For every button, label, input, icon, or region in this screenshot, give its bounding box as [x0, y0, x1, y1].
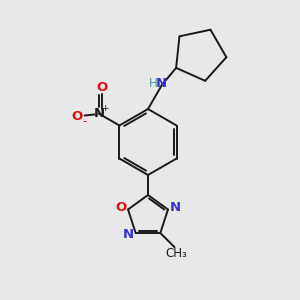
Text: +: +	[101, 104, 108, 113]
Text: N: N	[169, 201, 181, 214]
Text: CH₃: CH₃	[166, 247, 188, 260]
Text: N: N	[123, 229, 134, 242]
Text: N: N	[155, 77, 167, 90]
Text: N: N	[94, 107, 105, 120]
Text: H: H	[148, 77, 158, 90]
Text: O: O	[71, 110, 82, 123]
Text: O: O	[116, 201, 127, 214]
Text: -: -	[82, 115, 87, 128]
Text: O: O	[96, 81, 107, 94]
